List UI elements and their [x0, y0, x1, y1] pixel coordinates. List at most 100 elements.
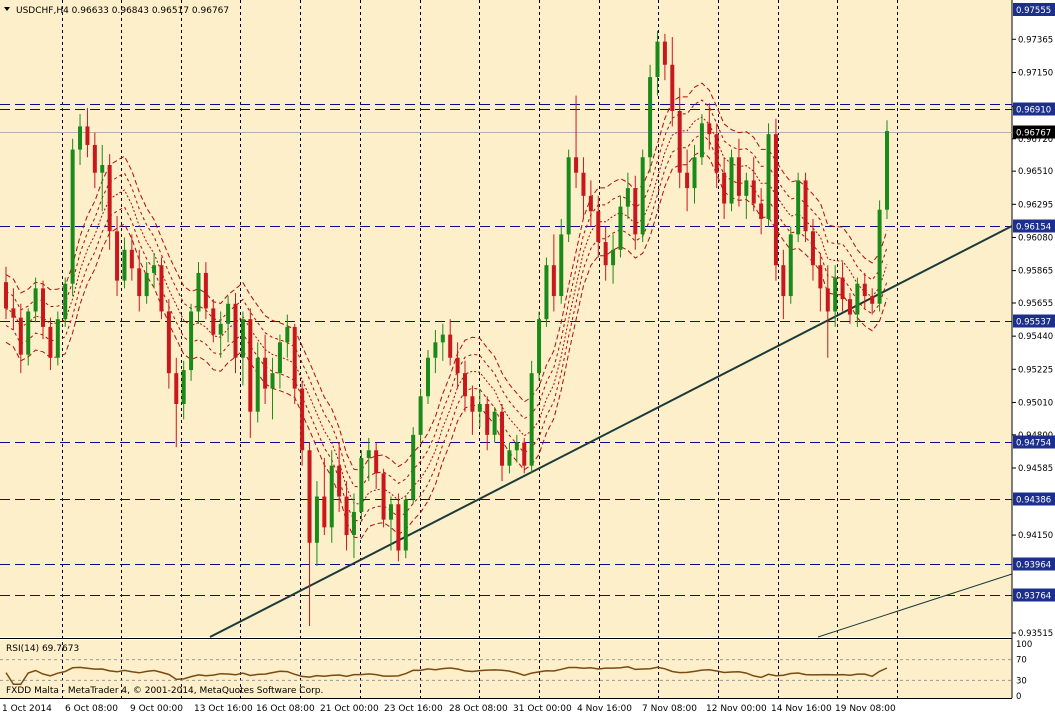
candle-body: [166, 311, 171, 374]
candle-body: [307, 450, 312, 543]
time-axis-area: [0, 698, 1055, 716]
price-tick-label: 0.93515: [1018, 629, 1053, 639]
current-price-label: 0.96767: [1016, 129, 1051, 139]
candle-body: [507, 450, 512, 466]
candle-body: [744, 180, 749, 196]
level-price-label: 0.94386: [1016, 496, 1051, 506]
candle-body: [300, 388, 305, 451]
candle-body: [633, 188, 638, 235]
price-tick-label: 0.95865: [1018, 267, 1053, 277]
candle-body: [41, 288, 46, 327]
candle-body: [625, 188, 630, 207]
candle-body: [618, 206, 623, 250]
candle-body: [810, 231, 815, 266]
candle-body: [418, 396, 423, 435]
candle-body: [33, 288, 38, 312]
time-tick-label: 1 Oct 2014: [2, 704, 52, 714]
time-tick-label: 21 Oct 00:00: [320, 704, 379, 714]
candle-body: [359, 457, 364, 512]
candle-body: [248, 319, 253, 412]
candle-body: [211, 308, 216, 335]
time-tick-label: 31 Oct 00:00: [513, 704, 572, 714]
dropdown-triangle-icon[interactable]: [4, 7, 10, 11]
candle-body: [596, 211, 601, 243]
candle-body: [4, 282, 8, 309]
ma-envelope-line: [5, 82, 888, 471]
price-tick-label: 0.95225: [1018, 365, 1053, 375]
level-price-badge: [1013, 557, 1055, 571]
time-tick-label: 28 Oct 08:00: [449, 704, 508, 714]
time-tick-label: 12 Nov 00:00: [706, 704, 767, 714]
time-axis: 1 Oct 2014 6 Oct 08:00 9 Oct 00:00 13 Oct 1…: [2, 704, 896, 714]
candle-body: [855, 283, 860, 315]
top-price-label: 0.97555: [1016, 6, 1051, 16]
candle-body: [381, 473, 386, 520]
candle-body: [181, 370, 186, 405]
ma-envelope-line: [5, 99, 888, 488]
level-price-label: 0.96154: [1016, 223, 1051, 233]
symbol-title: USDCHF,H4 0.96633 0.96843 0.96517 0.9676…: [16, 6, 229, 16]
candle-body: [463, 373, 468, 397]
candle-body: [714, 134, 719, 173]
candle-body: [877, 209, 882, 304]
candle-body: [847, 299, 852, 315]
candle-body: [862, 283, 867, 297]
candle-body: [70, 149, 75, 284]
candle-body: [751, 180, 756, 204]
candle-body: [492, 411, 497, 435]
candle-body: [722, 172, 727, 204]
candle-body: [226, 303, 231, 324]
level-price-badge: [1013, 219, 1055, 233]
price-axis: 0.973650.971500.969300.967200.965100.962…: [1012, 3, 1055, 639]
candle-body: [470, 396, 475, 412]
candle-body: [351, 511, 356, 536]
candle-body: [440, 334, 445, 343]
candle-body: [270, 373, 275, 389]
candle-body: [314, 496, 319, 543]
lower-channel-line[interactable]: [817, 573, 1013, 638]
candle-body: [396, 504, 401, 551]
price-tick-label: 0.94585: [1018, 464, 1053, 474]
candle-body: [581, 172, 586, 196]
candle-body: [885, 131, 889, 210]
candle-body: [692, 157, 697, 189]
candle-body: [677, 111, 682, 173]
candle-body: [655, 41, 660, 78]
candle-body: [115, 231, 120, 281]
candle-body: [566, 157, 571, 235]
rsi-indicator: 100 70 30 0: [0, 640, 1032, 702]
time-tick-label: 19 Nov 08:00: [835, 704, 896, 714]
candle-body: [233, 303, 238, 358]
candle-body: [107, 164, 112, 232]
candle-body: [514, 442, 519, 451]
candle-body: [766, 134, 771, 219]
time-tick-label: 23 Oct 16:00: [384, 704, 443, 714]
level-price-badge: [1013, 588, 1055, 602]
candle-body: [85, 126, 90, 145]
rsi-tick-label: 30: [1016, 676, 1027, 686]
candle-body: [529, 373, 534, 466]
candle-body: [455, 357, 460, 374]
candle-body: [26, 311, 31, 355]
candle-body: [403, 499, 408, 551]
rsi-tick-label: 100: [1016, 640, 1032, 650]
candle-body: [500, 411, 505, 466]
level-price-label: 0.96910: [1016, 106, 1051, 116]
candle-body: [11, 308, 16, 318]
time-tick-label: 7 Nov 08:00: [642, 704, 697, 714]
time-tick-label: 16 Oct 08:00: [256, 704, 315, 714]
candle-body: [152, 265, 157, 273]
top-price-badge: [1013, 3, 1055, 16]
candle-body: [640, 157, 645, 235]
candle-body: [477, 404, 482, 412]
candle-body: [92, 144, 97, 173]
candle-body: [773, 134, 778, 266]
price-tick-label: 0.96510: [1018, 167, 1053, 177]
rsi-tick-label: 70: [1016, 656, 1027, 666]
time-tick-label: 13 Oct 16:00: [194, 704, 253, 714]
level-price-label: 0.93764: [1016, 592, 1051, 602]
level-price-badge: [1013, 492, 1055, 506]
candle-body: [100, 164, 105, 173]
